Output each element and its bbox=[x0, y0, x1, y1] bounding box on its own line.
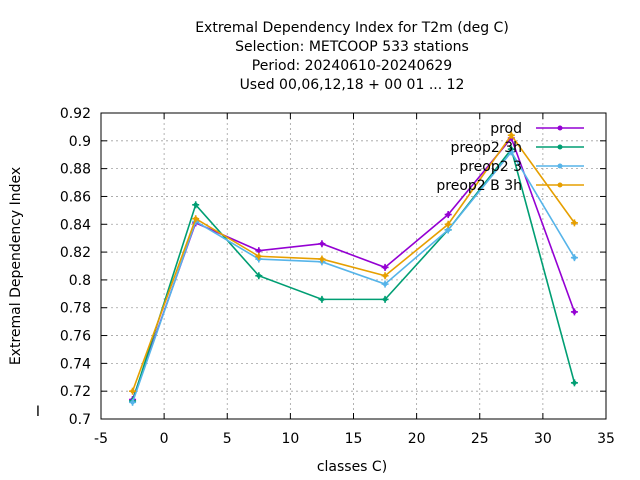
y-tick-label: 0.7 bbox=[69, 412, 91, 428]
chart-title: Extremal Dependency Index for T2m (deg C… bbox=[195, 20, 509, 93]
legend-label-3: preop2 3 bbox=[459, 159, 522, 175]
y-tick-label: 0.78 bbox=[60, 301, 91, 317]
data-point bbox=[507, 131, 515, 139]
y-tick-label: 0.72 bbox=[60, 384, 91, 400]
legend-label-1: prod bbox=[490, 121, 522, 137]
data-point bbox=[381, 272, 389, 280]
legend-marker-4 bbox=[557, 182, 563, 188]
y-tick-label: 0.8 bbox=[69, 273, 91, 289]
y-tick-label: 0.88 bbox=[60, 162, 91, 178]
data-point bbox=[129, 387, 137, 395]
series-line-3 bbox=[131, 150, 576, 403]
y-tick-label: 0.92 bbox=[60, 106, 91, 122]
y-tick-label: 0.74 bbox=[60, 356, 91, 372]
series-line-4 bbox=[131, 133, 576, 392]
title-line-1: Extremal Dependency Index for T2m (deg C… bbox=[195, 20, 509, 36]
x-tick-label: -5 bbox=[94, 431, 108, 447]
legend-label-2: preop2 3h bbox=[450, 140, 522, 156]
x-tick-label: 0 bbox=[160, 431, 169, 447]
legend-marker-2 bbox=[557, 144, 563, 150]
data-point bbox=[318, 255, 326, 263]
legend-marker-3 bbox=[557, 163, 563, 169]
data-point bbox=[444, 211, 452, 219]
data-point bbox=[507, 148, 515, 156]
x-tick-label: 30 bbox=[534, 431, 552, 447]
y-axis-label: Extremal Dependency Index bbox=[8, 167, 24, 365]
x-tick-label: 20 bbox=[408, 431, 426, 447]
x-tick-label: 10 bbox=[281, 431, 299, 447]
data-point bbox=[444, 220, 452, 228]
y-tick-label: 0.9 bbox=[69, 134, 91, 150]
data-point bbox=[192, 201, 200, 209]
title-line-4: Used 00,06,12,18 + 00 01 ... 12 bbox=[240, 77, 465, 93]
title-line-2: Selection: METCOOP 533 stations bbox=[235, 39, 469, 55]
y-tick-label: 0.84 bbox=[60, 217, 91, 233]
series-group bbox=[129, 131, 578, 406]
title-line-3: Period: 20240610-20240629 bbox=[252, 58, 452, 74]
data-point bbox=[255, 272, 263, 280]
legend-label-4: preop2 B 3h bbox=[436, 178, 522, 194]
data-point bbox=[570, 219, 578, 227]
x-tick-label: 35 bbox=[597, 431, 615, 447]
x-tick-label: 15 bbox=[345, 431, 363, 447]
data-point bbox=[381, 295, 389, 303]
x-tick-label: 25 bbox=[471, 431, 489, 447]
left-margin-mark: I bbox=[36, 404, 40, 420]
y-tick-label: 0.76 bbox=[60, 329, 91, 345]
series-line-2 bbox=[131, 147, 576, 402]
data-point bbox=[255, 252, 263, 260]
data-point bbox=[381, 263, 389, 271]
data-point bbox=[570, 379, 578, 387]
legend-marker-1 bbox=[557, 125, 563, 131]
x-tick-label: 5 bbox=[223, 431, 232, 447]
x-axis-label: classes C) bbox=[317, 459, 387, 475]
legend: prod preop2 3h preop2 3 preop2 B 3h bbox=[436, 121, 584, 194]
data-point bbox=[192, 215, 200, 223]
data-point bbox=[318, 240, 326, 248]
grid bbox=[101, 113, 606, 419]
data-point bbox=[570, 254, 578, 262]
data-point bbox=[570, 308, 578, 316]
data-point bbox=[381, 280, 389, 288]
axis-ticks: -5 0 5 10 15 20 25 30 35 0.7 0.72 0.74 0.76 0.78 0.8 0.… bbox=[60, 106, 615, 447]
data-point bbox=[129, 398, 137, 406]
y-tick-label: 0.82 bbox=[60, 245, 91, 261]
y-tick-label: 0.86 bbox=[60, 189, 91, 205]
data-point bbox=[318, 295, 326, 303]
